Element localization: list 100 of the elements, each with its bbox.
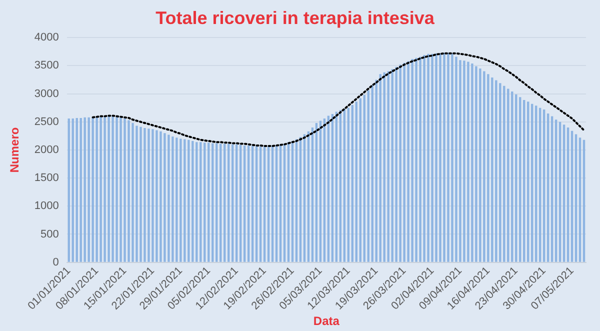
bar: [311, 127, 314, 262]
x-axis-title: Data: [313, 314, 340, 328]
y-tick-label: 4000: [34, 32, 59, 44]
bar: [435, 53, 438, 262]
bar: [100, 116, 102, 262]
bar: [128, 120, 130, 262]
bar: [255, 146, 258, 262]
bar: [570, 130, 574, 262]
chart-title: Totale ricoveri in terapia intesiva: [156, 8, 436, 28]
bar: [367, 90, 370, 262]
y-tick-label: 1000: [34, 200, 59, 212]
bar: [542, 110, 546, 262]
bar: [423, 55, 426, 262]
bar: [439, 53, 442, 262]
bar: [507, 88, 510, 262]
bar: [379, 74, 382, 262]
bar: [447, 52, 450, 262]
y-tick-label: 1500: [34, 172, 59, 184]
bar: [550, 116, 554, 262]
bar: [527, 102, 530, 262]
bar: [411, 58, 414, 262]
bar: [80, 118, 82, 262]
bar: [343, 108, 346, 262]
bar: [168, 134, 170, 262]
y-tick-label: 0: [52, 256, 59, 268]
bar: [164, 133, 166, 262]
bar: [243, 145, 246, 262]
y-tick-label: 2000: [34, 144, 59, 156]
bar: [387, 71, 390, 262]
bar: [347, 108, 350, 262]
bar: [295, 139, 298, 262]
bar: [459, 60, 462, 262]
bar: [363, 94, 366, 262]
bar: [88, 117, 90, 262]
bar: [204, 142, 206, 262]
bar: [176, 138, 178, 262]
bar: [76, 118, 78, 262]
bar: [530, 104, 534, 262]
y-tick-label: 500: [40, 228, 59, 240]
bar: [503, 86, 506, 262]
bar: [283, 144, 286, 262]
bar: [499, 83, 502, 262]
bar: [475, 66, 478, 262]
bar: [287, 142, 290, 262]
bar: [152, 129, 154, 262]
bar: [116, 116, 118, 262]
bar: [275, 145, 278, 262]
bar: [259, 146, 262, 262]
bar: [323, 118, 326, 262]
bar: [200, 142, 202, 262]
bar: [431, 54, 434, 262]
bar: [108, 116, 110, 262]
bar: [319, 120, 322, 262]
bar: [403, 62, 406, 262]
bar: [558, 122, 562, 262]
bar: [427, 54, 430, 262]
bar: [351, 105, 354, 262]
line-series: [92, 52, 586, 148]
bar: [415, 58, 418, 262]
bar: [247, 145, 250, 262]
bar: [574, 134, 578, 262]
bar: [291, 140, 294, 262]
bar: [315, 123, 318, 262]
bar: [383, 72, 386, 262]
bar: [467, 62, 470, 262]
bar: [212, 143, 214, 262]
bar: [303, 134, 306, 262]
bar: [144, 128, 146, 262]
bar: [180, 138, 182, 262]
bar: [327, 116, 330, 262]
bar: [96, 116, 98, 262]
bar: [546, 113, 550, 262]
y-axis-title: Numero: [8, 127, 22, 173]
bar: [216, 143, 218, 262]
bar: [132, 123, 134, 262]
bar: [307, 131, 310, 262]
y-tick-label: 3000: [34, 88, 59, 100]
bar: [136, 126, 138, 262]
bar: [463, 60, 466, 262]
bar: [160, 131, 162, 262]
bar: [220, 144, 222, 262]
bar: [156, 130, 158, 262]
bar: [120, 117, 122, 262]
bar: [483, 71, 486, 262]
bar: [235, 144, 238, 262]
y-tick-label: 2500: [34, 116, 59, 128]
bar: [188, 140, 190, 262]
bar: [172, 136, 174, 262]
bar: [491, 77, 494, 262]
bar: [471, 63, 474, 262]
bar: [228, 144, 230, 262]
bar: [479, 68, 482, 262]
bar: [224, 144, 226, 262]
bar: [534, 106, 538, 262]
bar: [487, 74, 490, 262]
bar: [578, 138, 582, 262]
bar: [140, 126, 142, 262]
bar: [231, 144, 234, 262]
bar: [331, 114, 334, 262]
bar: [395, 66, 398, 262]
